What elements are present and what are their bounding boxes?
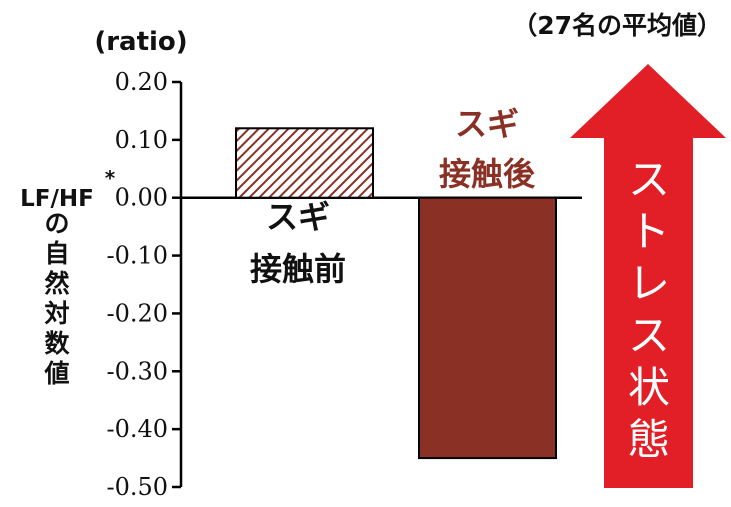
y-axis-title-char: 値 <box>43 359 69 388</box>
y-tick-label: 0.20 <box>115 68 168 96</box>
y-axis: 0.20 0.10 0.00 -0.10 -0.20 -0.30 -0.40 -0.50 <box>106 68 582 501</box>
y-axis-title-asterisk: * <box>105 166 116 190</box>
stress-arrow-char: ス <box>628 311 670 360</box>
y-tick-label: -0.30 <box>106 357 168 385</box>
category-label-2: 接触後 <box>439 155 536 193</box>
sample-size-annotation: （27名の平均値） <box>512 11 722 40</box>
y-axis-title: LF/HF <box>20 186 94 212</box>
y-tick-label: -0.20 <box>106 299 168 327</box>
stress-arrow-char: 状 <box>628 363 670 412</box>
y-tick-label: -0.40 <box>106 415 168 443</box>
stress-arrow-char: ス <box>628 155 670 204</box>
y-tick-label: -0.50 <box>106 473 168 501</box>
stress-arrow-char: 態 <box>628 415 670 464</box>
category-label-2: スギ <box>455 105 519 143</box>
y-axis-title-char: 対 <box>44 299 69 328</box>
unit-label: (ratio) <box>94 27 187 57</box>
category-label-1: 接触前 <box>250 250 346 288</box>
bar-2 <box>418 196 557 460</box>
category-label-1: スギ <box>266 198 330 236</box>
y-axis-title-char: の <box>44 209 69 238</box>
bar-1 <box>235 127 374 199</box>
stress-arrow-shape <box>570 64 726 488</box>
y-tick-label: -0.10 <box>106 242 168 270</box>
y-tick-label: 0.00 <box>115 184 168 212</box>
y-axis-title-char: 然 <box>44 269 69 298</box>
stress-arrow-char: ト <box>628 207 670 256</box>
stress-arrow-char: レ <box>628 259 670 308</box>
y-tick-label: 0.10 <box>115 126 168 154</box>
bars <box>235 127 557 460</box>
y-axis-title-char: 自 <box>44 239 69 268</box>
y-axis-title-char: 数 <box>44 329 70 358</box>
